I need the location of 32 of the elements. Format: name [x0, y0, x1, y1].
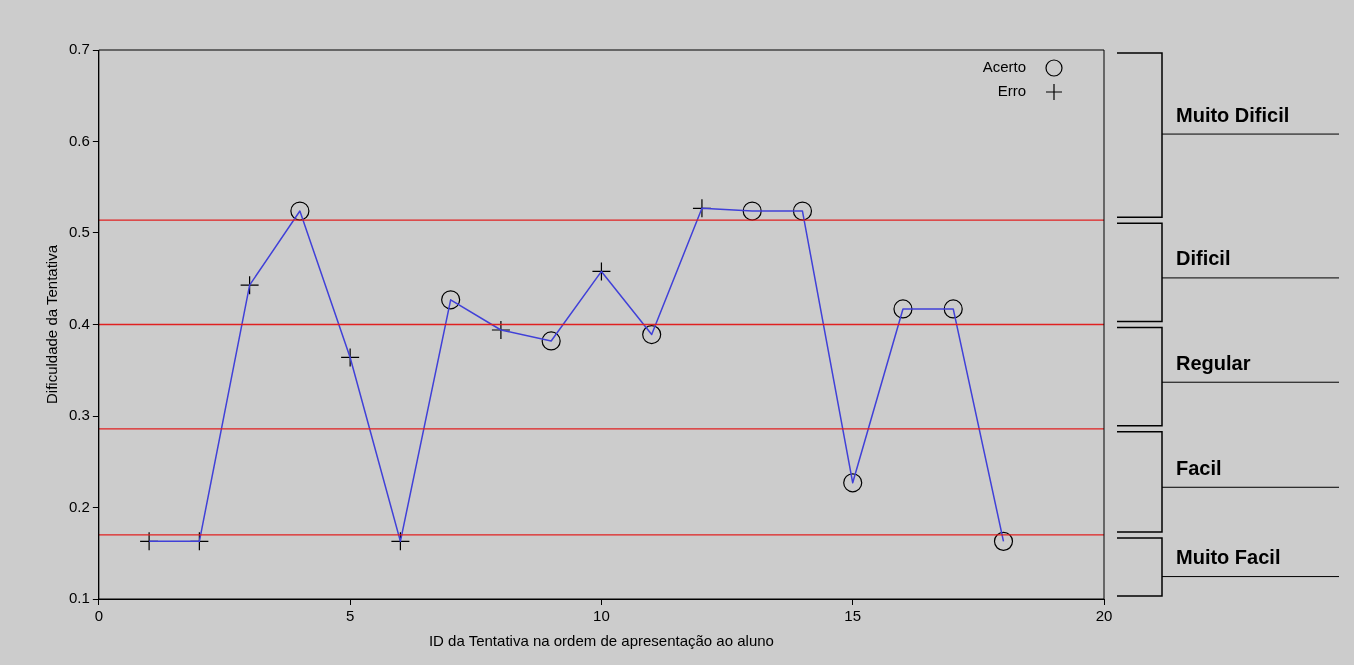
y-tick-label: 0.6	[68, 131, 90, 149]
point	[541, 331, 561, 351]
point	[993, 531, 1014, 551]
y-tick-label: 0.5	[68, 223, 90, 241]
legend-label: Erro	[997, 82, 1026, 100]
y-axis-title: Dificuldade da Tentativa	[43, 244, 61, 404]
text: Dificil	[1176, 247, 1231, 270]
point	[893, 299, 913, 319]
x-tick-label: 15	[844, 607, 862, 625]
text: Facil	[1176, 456, 1222, 479]
text: Regular	[1176, 351, 1251, 374]
y-tick-label: 0.3	[68, 406, 90, 424]
point	[843, 473, 863, 493]
point	[441, 290, 461, 310]
x-tick-label: 10	[593, 607, 610, 625]
x-tick-label: 0	[94, 607, 104, 625]
point	[591, 261, 612, 282]
point	[742, 201, 762, 221]
x-tick-label: 5	[345, 607, 355, 625]
text: Muito Dificil	[1176, 103, 1290, 126]
legend-label: Acerto	[982, 58, 1026, 76]
x-tick-label: 20	[1095, 607, 1113, 625]
point	[792, 201, 813, 221]
y-tick-label: 0.1	[68, 589, 90, 607]
y-tick-label: 0.7	[68, 40, 90, 58]
y-tick-label: 0.2	[68, 497, 90, 515]
y-tick-label: 0.4	[68, 314, 90, 332]
point	[642, 324, 662, 345]
text: Muito Facil	[1176, 546, 1281, 569]
point	[290, 201, 310, 221]
x-axis-title: ID da Tentativa na ordem de apresentação ao aluno	[428, 632, 774, 650]
point	[943, 299, 963, 319]
